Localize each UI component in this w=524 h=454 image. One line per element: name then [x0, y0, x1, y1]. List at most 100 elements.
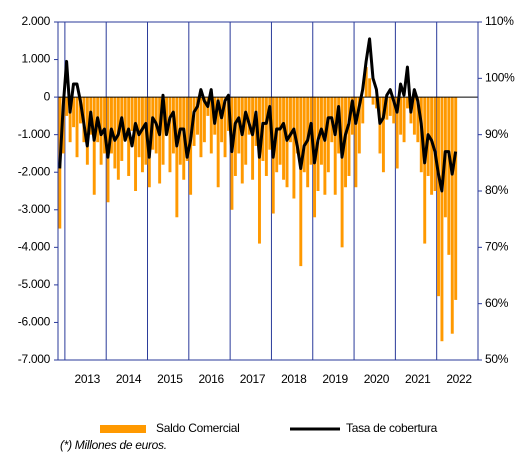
bar: [158, 97, 162, 184]
x-tick-label: 2016: [198, 372, 224, 386]
bar: [216, 97, 220, 188]
bar: [292, 97, 296, 199]
bar: [406, 97, 409, 109]
bar: [412, 97, 416, 135]
bar: [264, 97, 268, 176]
x-tick-label: 2017: [240, 372, 266, 386]
y2-tick-label: 90%: [485, 127, 509, 141]
bar: [347, 97, 351, 176]
bar: [399, 97, 403, 135]
bar: [378, 97, 382, 154]
bar: [440, 97, 444, 342]
y-tick-label: 1.000: [21, 52, 50, 66]
y2-tick-label: 70%: [485, 240, 509, 254]
bar: [364, 67, 368, 98]
bar: [161, 97, 165, 165]
bar: [392, 97, 396, 124]
y-tick-label: -2.000: [18, 164, 51, 178]
bar: [302, 97, 306, 173]
x-tick-label: 2013: [75, 372, 101, 386]
footnote: (*) Millones de euros.: [60, 438, 167, 452]
bar: [103, 97, 107, 154]
bar: [92, 97, 96, 195]
y-tick-label: -1.000: [18, 127, 51, 141]
legend-label: Tasa de cobertura: [346, 421, 438, 435]
bar: [116, 97, 120, 180]
bar: [299, 97, 303, 267]
x-tick-label: 2018: [281, 372, 307, 386]
bar: [223, 97, 227, 158]
y2-tick-label: 110%: [485, 14, 514, 28]
bar: [233, 97, 237, 176]
bar: [295, 97, 299, 154]
x-tick-label: 2019: [322, 372, 348, 386]
bar: [199, 97, 203, 158]
y2-tick-label: 100%: [485, 71, 515, 85]
y2-tick-label: 50%: [485, 352, 509, 366]
bar: [202, 97, 206, 143]
bar: [333, 97, 337, 195]
bar: [430, 97, 434, 195]
bar: [134, 97, 138, 191]
bar: [357, 97, 361, 154]
y2-tick-label: 80%: [485, 183, 509, 197]
bar: [350, 97, 354, 135]
bar: [323, 97, 327, 195]
bar: [165, 97, 168, 135]
bar: [437, 97, 440, 297]
bar: [395, 97, 399, 169]
bar: [175, 97, 179, 218]
bar: [368, 78, 372, 98]
bar: [113, 97, 117, 169]
bar: [285, 97, 289, 188]
bar: [361, 97, 365, 124]
y-tick-label: -6.000: [18, 315, 51, 329]
bar: [289, 97, 292, 143]
bar: [278, 97, 282, 165]
legend-swatch: [100, 425, 146, 433]
x-tick-label: 2014: [116, 372, 142, 386]
bar: [385, 97, 389, 120]
bar: [416, 97, 420, 143]
bar: [120, 97, 124, 161]
bar: [185, 97, 189, 161]
bar: [388, 97, 392, 116]
line: [58, 37, 458, 193]
bar: [196, 97, 199, 135]
y-tick-label: -4.000: [18, 240, 51, 254]
bar: [230, 97, 234, 210]
x-tick-label: 2020: [364, 372, 390, 386]
y-tick-label: 2.000: [21, 14, 50, 28]
bar: [247, 97, 251, 135]
bar: [137, 97, 141, 158]
bar: [354, 97, 358, 188]
legend-label: Saldo Comercial: [156, 421, 240, 435]
bar: [251, 97, 255, 180]
x-tick-label: 2022: [446, 372, 472, 386]
y2-tick-label: 60%: [485, 296, 509, 310]
x-tick-label: 2021: [405, 372, 431, 386]
bar: [75, 97, 79, 158]
bar: [258, 97, 261, 244]
bar: [447, 97, 451, 255]
bar: [140, 97, 144, 173]
bar: [326, 97, 330, 173]
bar: [340, 97, 344, 248]
y-tick-label: 0: [44, 89, 51, 103]
bar: [220, 97, 224, 143]
bar: [402, 97, 406, 143]
bar: [450, 97, 454, 334]
bar: [68, 97, 72, 143]
bar: [371, 97, 375, 105]
bar: [433, 97, 437, 191]
y-tick-label: -7.000: [18, 352, 51, 366]
bar: [123, 97, 127, 139]
bar: [240, 97, 244, 184]
y-tick-label: -5.000: [18, 277, 51, 291]
bar: [244, 97, 248, 165]
bar: [168, 97, 172, 173]
bar: [109, 97, 113, 154]
bar: [130, 97, 134, 131]
bar: [72, 97, 76, 128]
